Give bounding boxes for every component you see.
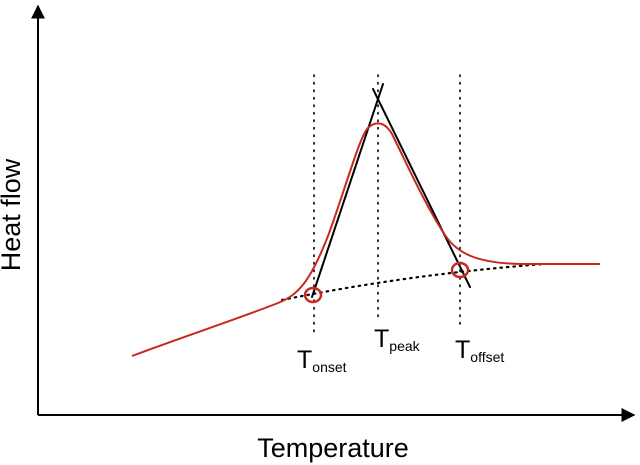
trailing-edge-tangent: [372, 88, 471, 288]
peak-label-sub: peak: [389, 338, 420, 354]
offset-marker-circle: [450, 261, 470, 279]
leading-edge-tangent: [311, 83, 384, 298]
heat-flow-curve: [131, 122, 600, 357]
onset-label-sub: onset: [312, 359, 346, 375]
peak-label: Tpeak: [374, 325, 421, 354]
onset-label: Tonset: [297, 346, 347, 375]
x-axis-label: Temperature: [257, 433, 409, 463]
offset-label: Toffset: [455, 336, 504, 365]
y-axis-label: Heat flow: [0, 158, 26, 271]
onset-marker-circle: [303, 286, 323, 304]
onset-label-main: T: [297, 346, 312, 374]
extrapolated-baseline: [280, 262, 547, 302]
offset-label-sub: offset: [470, 349, 504, 365]
offset-label-main: T: [455, 336, 470, 364]
peak-label-main: T: [374, 325, 389, 353]
